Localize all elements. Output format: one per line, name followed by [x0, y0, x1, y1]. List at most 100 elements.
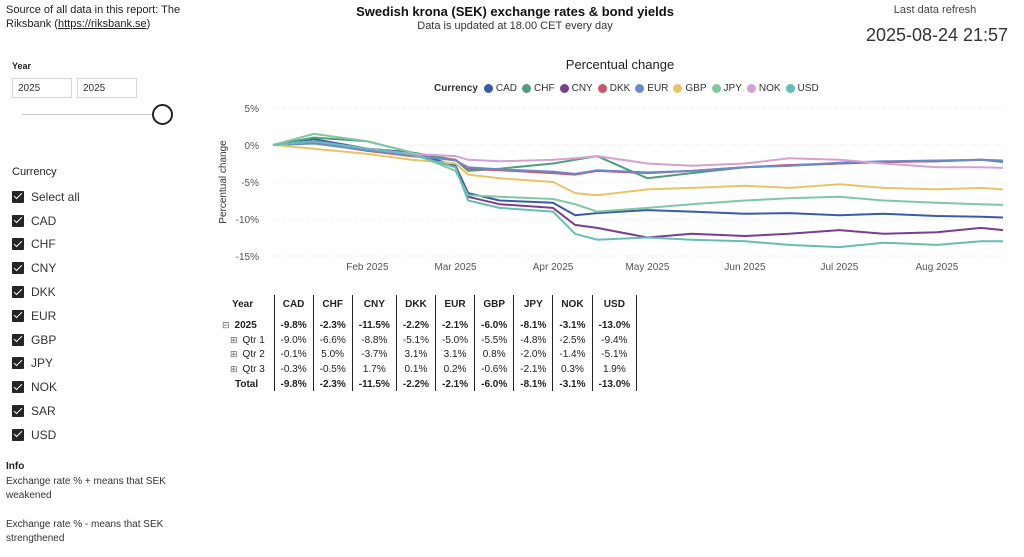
table-cell-usd: -13.0% [592, 314, 638, 333]
legend-item-cny[interactable]: CNY [559, 83, 593, 94]
table-cell-cny: -11.5% [352, 314, 397, 333]
table-row: ⊞ Qtr 3 -0.3% -0.5% 1.7% 0.1% 0.2% -0.6% -2.1% 0.… [222, 362, 638, 377]
x-tick-label: May 2025 [625, 262, 669, 273]
checkbox-checked-icon[interactable] [12, 405, 24, 418]
year-to-input[interactable]: 2025 [77, 78, 137, 98]
year-slider-track[interactable] [22, 114, 162, 115]
currency-option-label: CNY [31, 261, 57, 276]
legend-marker-icon [559, 84, 569, 93]
currency-option-usd[interactable]: USD [12, 423, 80, 447]
x-tick-label: Apr 2025 [533, 262, 574, 273]
column-header-nok[interactable]: NOK [552, 295, 593, 314]
row-label-cell: Total [222, 376, 275, 392]
currency-option-cny[interactable]: CNY [12, 256, 80, 280]
table-cell-nok: -1.4% [552, 347, 593, 363]
column-header-dkk[interactable]: DKK [396, 295, 437, 314]
currency-option-gbp[interactable]: GBP [12, 328, 80, 352]
table-cell-cny: -3.7% [352, 347, 397, 363]
column-header-gbp[interactable]: GBP [474, 295, 515, 314]
table-cell-chf: -0.5% [313, 362, 353, 377]
column-header-cad[interactable]: CAD [274, 295, 314, 314]
legend-label: NOK [758, 83, 781, 94]
currency-option-label: Select all [31, 189, 80, 204]
expand-icon[interactable]: ⊞ [230, 363, 238, 374]
report-title: Swedish krona (SEK) exchange rates & bon… [356, 4, 674, 19]
currency-option-jpy[interactable]: JPY [12, 352, 80, 376]
expand-icon[interactable]: ⊞ [230, 349, 238, 360]
expand-icon[interactable]: ⊞ [230, 334, 238, 345]
table-cell-dkk: -2.2% [396, 314, 437, 333]
table-cell-usd: -9.4% [592, 333, 638, 348]
column-header-usd[interactable]: USD [592, 295, 638, 314]
line-chart[interactable]: 5% 0% -5% -10% -15% Feb 2025 Mar 2025 Apr 2025 M… [205, 96, 1010, 278]
table-cell-gbp: -5.5% [474, 333, 515, 348]
table-cell-cny: 1.7% [352, 362, 397, 377]
checkbox-checked-icon[interactable] [12, 357, 24, 370]
legend-item-usd[interactable]: USD [785, 83, 819, 94]
data-source-note: Source of all data in this report: The R… [6, 3, 191, 31]
table-cell-eur: -5.0% [435, 333, 476, 348]
table-cell-cad: -9.8% [274, 376, 314, 392]
currency-option-label: GBP [31, 332, 57, 347]
column-header-jpy[interactable]: JPY [513, 295, 554, 314]
chart-title: Percentual change [565, 57, 675, 72]
legend-item-eur[interactable]: EUR [635, 83, 668, 94]
y-tick-label: -5% [241, 178, 259, 189]
riksbank-link[interactable]: https://riksbank.se [57, 18, 147, 30]
table-cell-nok: -3.1% [552, 376, 593, 392]
legend-label: GBP [685, 83, 707, 94]
checkbox-checked-icon[interactable] [12, 333, 24, 346]
legend-marker-icon [522, 84, 532, 93]
collapse-icon[interactable]: ⊟ [222, 320, 230, 330]
y-tick-label: -15% [236, 252, 259, 263]
table-cell-nok: -3.1% [552, 314, 593, 333]
table-header-row: Year CAD CHF CNY DKK EUR GBP JPY NOK USD [222, 295, 638, 314]
column-header-cny[interactable]: CNY [352, 295, 397, 314]
table-cell-chf: -6.6% [313, 333, 353, 348]
info-weakened-note: Exchange rate % + means that SEK weakene… [6, 476, 166, 501]
legend-label: CAD [495, 83, 518, 94]
legend-item-jpy[interactable]: JPY [711, 83, 742, 94]
x-tick-label: Aug 2025 [916, 262, 959, 273]
column-header-eur[interactable]: EUR [435, 295, 476, 314]
row-label-cell: ⊞ Qtr 1 [222, 333, 275, 348]
currency-option-nok[interactable]: NOK [12, 375, 80, 399]
legend-marker-icon [635, 84, 645, 93]
currency-option-select-all[interactable]: Select all [12, 185, 80, 209]
table-cell-cad: -0.3% [274, 362, 314, 377]
currency-slicer-title: Currency [12, 166, 57, 178]
checkbox-checked-icon[interactable] [12, 286, 24, 299]
year-slider-handle[interactable] [152, 104, 173, 125]
table-cell-chf: -2.3% [313, 314, 353, 333]
column-header-year[interactable]: Year [222, 295, 275, 314]
legend-label: CNY [571, 83, 593, 94]
legend-item-gbp[interactable]: GBP [673, 83, 707, 94]
x-tick-label: Jul 2025 [820, 262, 858, 273]
legend-item-cad[interactable]: CAD [483, 83, 518, 94]
table-cell-nok: 0.3% [552, 362, 593, 377]
currency-option-cad[interactable]: CAD [12, 209, 80, 233]
checkbox-checked-icon[interactable] [12, 238, 24, 251]
checkbox-checked-icon[interactable] [12, 190, 24, 203]
column-header-chf[interactable]: CHF [313, 295, 353, 314]
table-cell-eur: 0.2% [435, 362, 476, 377]
checkbox-checked-icon[interactable] [12, 381, 24, 394]
y-axis-title: Percentual change [218, 140, 229, 224]
checkbox-checked-icon[interactable] [12, 428, 24, 441]
table-cell-jpy: -8.1% [513, 314, 554, 333]
currency-option-sar[interactable]: SAR [12, 399, 80, 423]
y-tick-label: -10% [236, 215, 259, 226]
currency-option-dkk[interactable]: DKK [12, 280, 80, 304]
legend-item-dkk[interactable]: DKK [597, 83, 630, 94]
table-row: ⊟ 2025 -9.8% -2.3% -11.5% -2.2% -2.1% -6.0% -8.1… [222, 314, 638, 333]
checkbox-checked-icon[interactable] [12, 214, 24, 227]
legend-label: JPY [723, 83, 742, 94]
legend-item-nok[interactable]: NOK [746, 83, 781, 94]
legend-item-chf[interactable]: CHF [522, 83, 555, 94]
year-from-input[interactable]: 2025 [12, 78, 72, 98]
currency-option-chf[interactable]: CHF [12, 233, 80, 257]
checkbox-checked-icon[interactable] [12, 309, 24, 322]
checkbox-checked-icon[interactable] [12, 262, 24, 275]
currency-option-eur[interactable]: EUR [12, 304, 80, 328]
table-cell-eur: -2.1% [435, 314, 476, 333]
